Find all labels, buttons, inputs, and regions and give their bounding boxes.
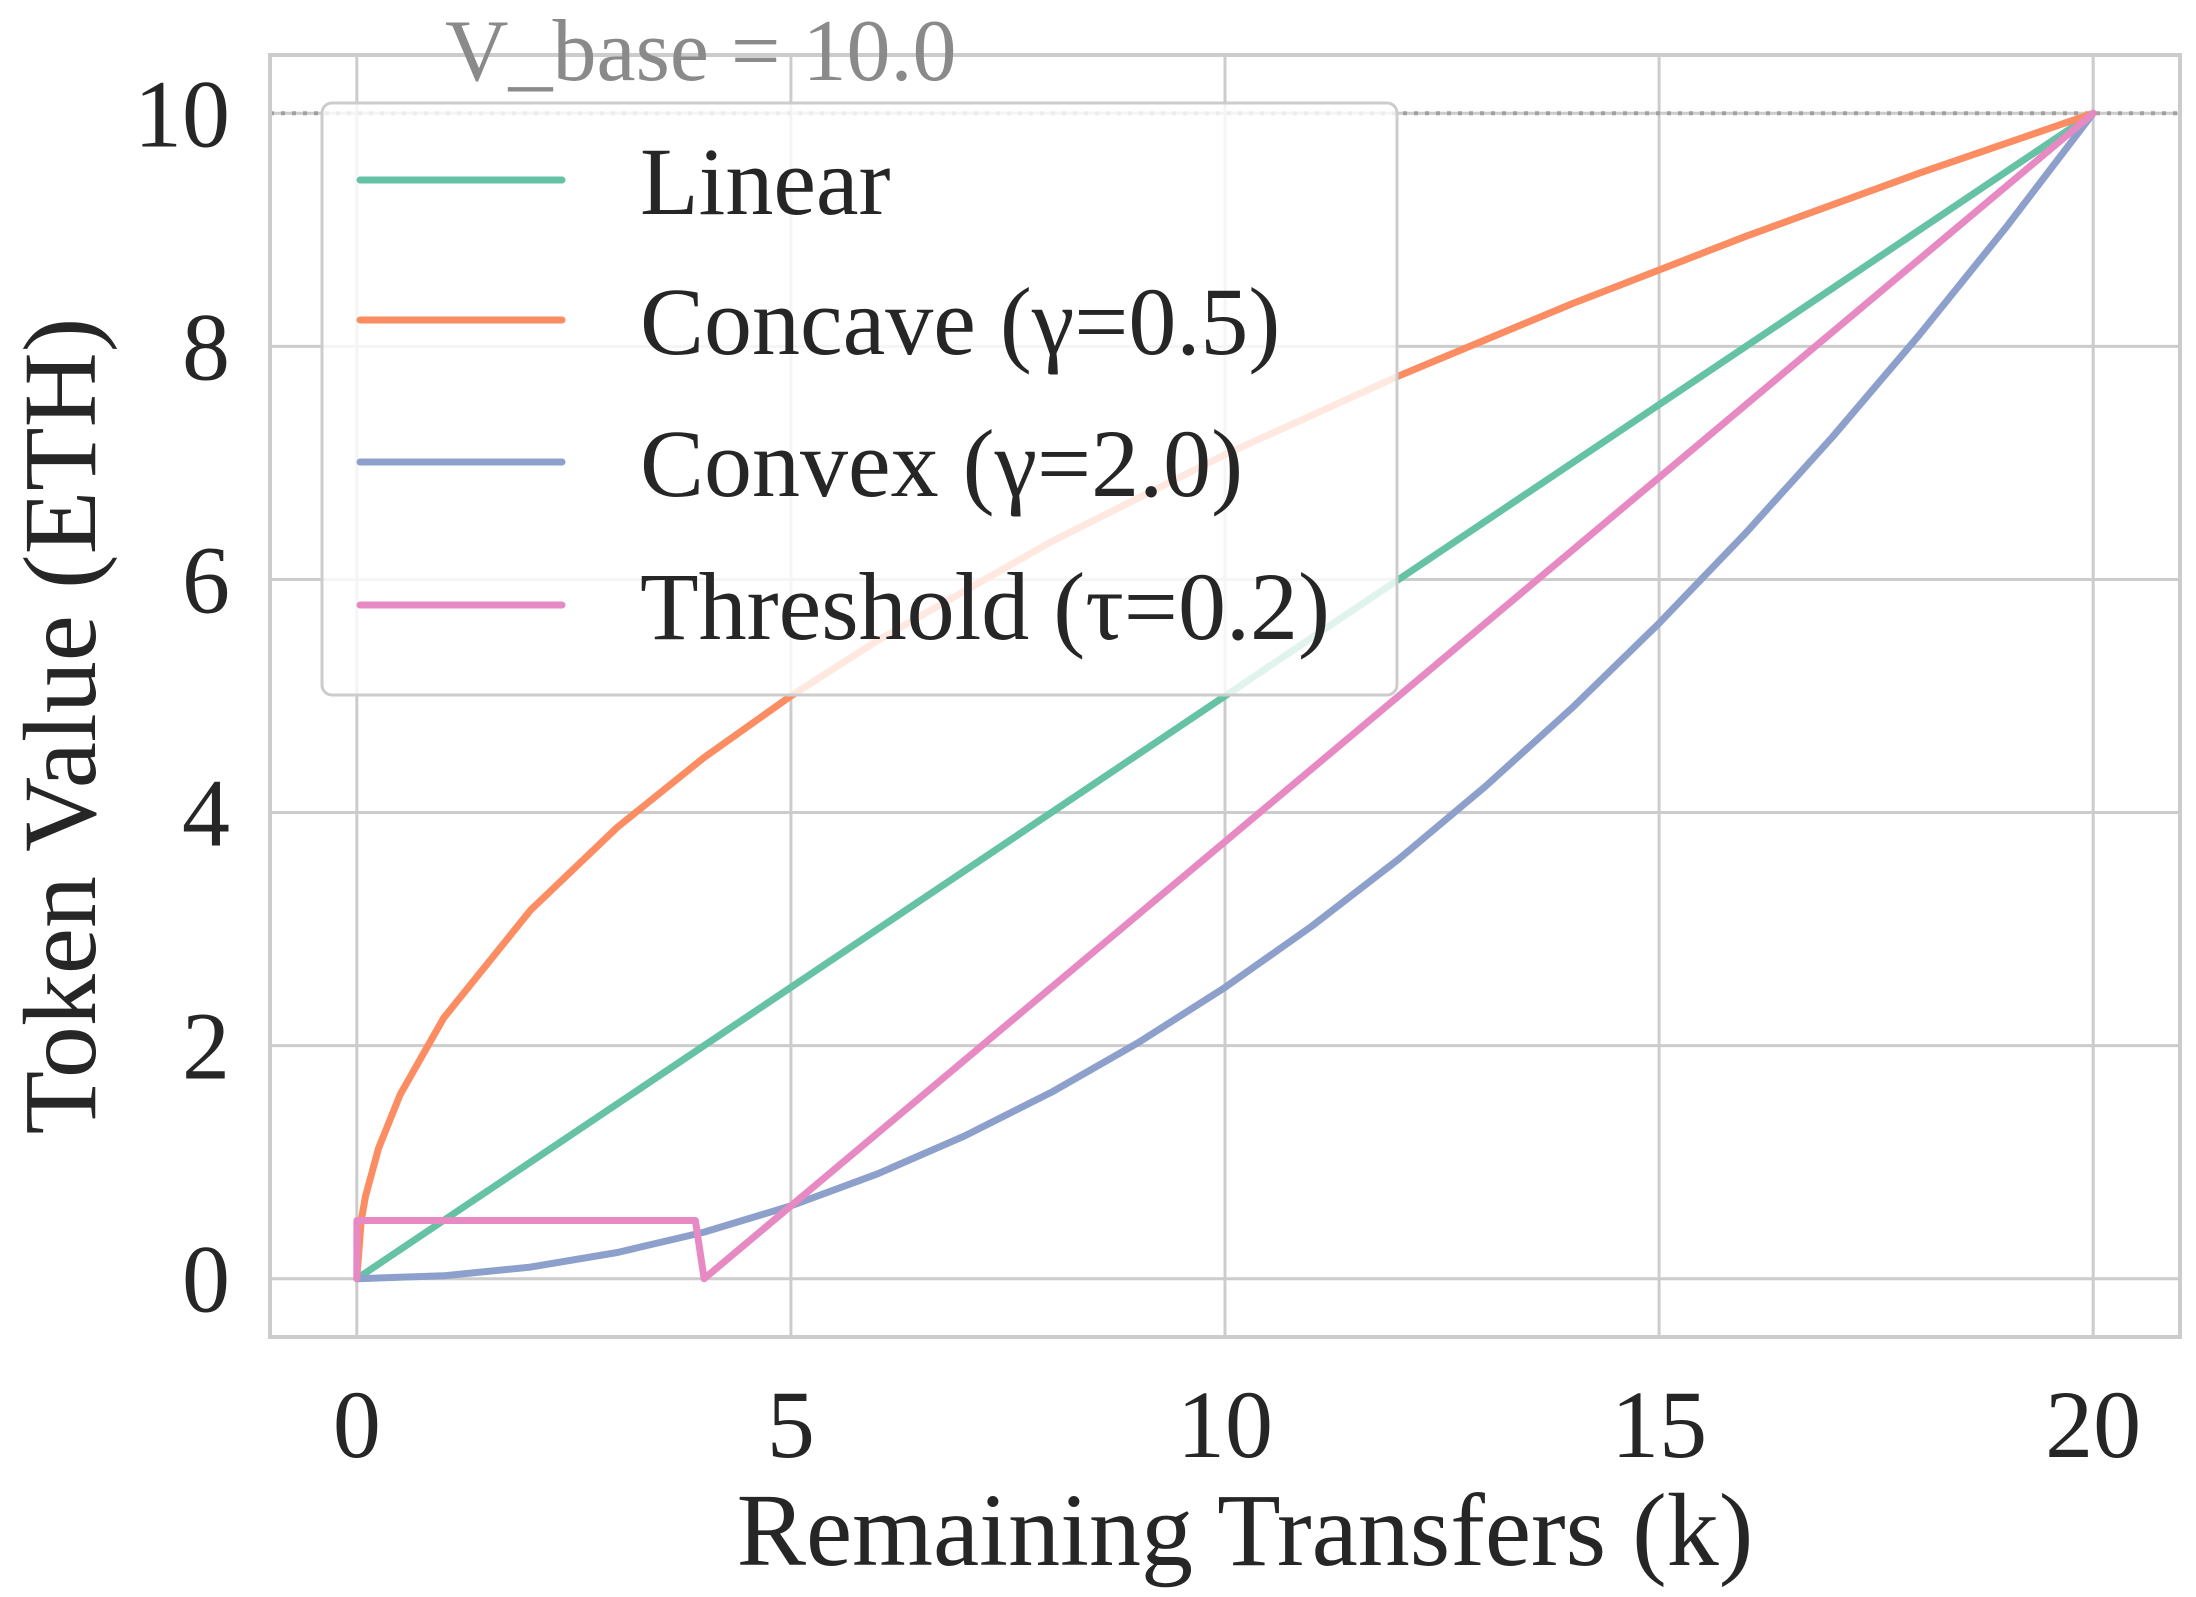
series-line-1 [353,109,2097,1283]
v-base-annotation: V_base = 10.0 [445,3,957,100]
x-tick-label-15: 15 [1611,1371,1707,1478]
x-axis-label: Remaining Transfers (k) [737,1473,1754,1588]
x-tick-label-10: 10 [1177,1371,1273,1478]
series-layer [353,109,2097,1283]
x-tick-label-20: 20 [2045,1371,2141,1478]
legend: Linear Concave (γ=0.5) Convex (γ=2.0) Thres… [320,101,1399,697]
x-tick-label-5: 5 [767,1371,815,1478]
plot-frame [268,53,2182,1339]
series-line-2 [353,109,2097,1283]
legend-label-1: Concave (γ=0.5) [640,268,1280,375]
y-tick-label-2: 2 [182,993,230,1100]
x-tick-labels: 0 5 10 15 20 [333,1371,2141,1478]
y-tick-label-0: 0 [182,1226,230,1333]
legend-box [320,101,1399,697]
legend-label-2: Convex (γ=2.0) [640,410,1243,517]
series-line-3 [353,109,2097,1283]
y-axis-label: Token Value (ETH) [3,318,118,1135]
y-tick-label-6: 6 [182,526,230,633]
y-tick-label-8: 8 [182,293,230,400]
legend-label-3: Threshold (τ=0.2) [640,553,1330,660]
y-tick-label-4: 4 [182,760,230,867]
legend-label-0: Linear [640,128,891,235]
x-tick-label-0: 0 [333,1371,381,1478]
y-tick-label-10: 10 [134,60,230,167]
y-tick-labels: 0 2 4 6 8 10 [134,60,230,1332]
